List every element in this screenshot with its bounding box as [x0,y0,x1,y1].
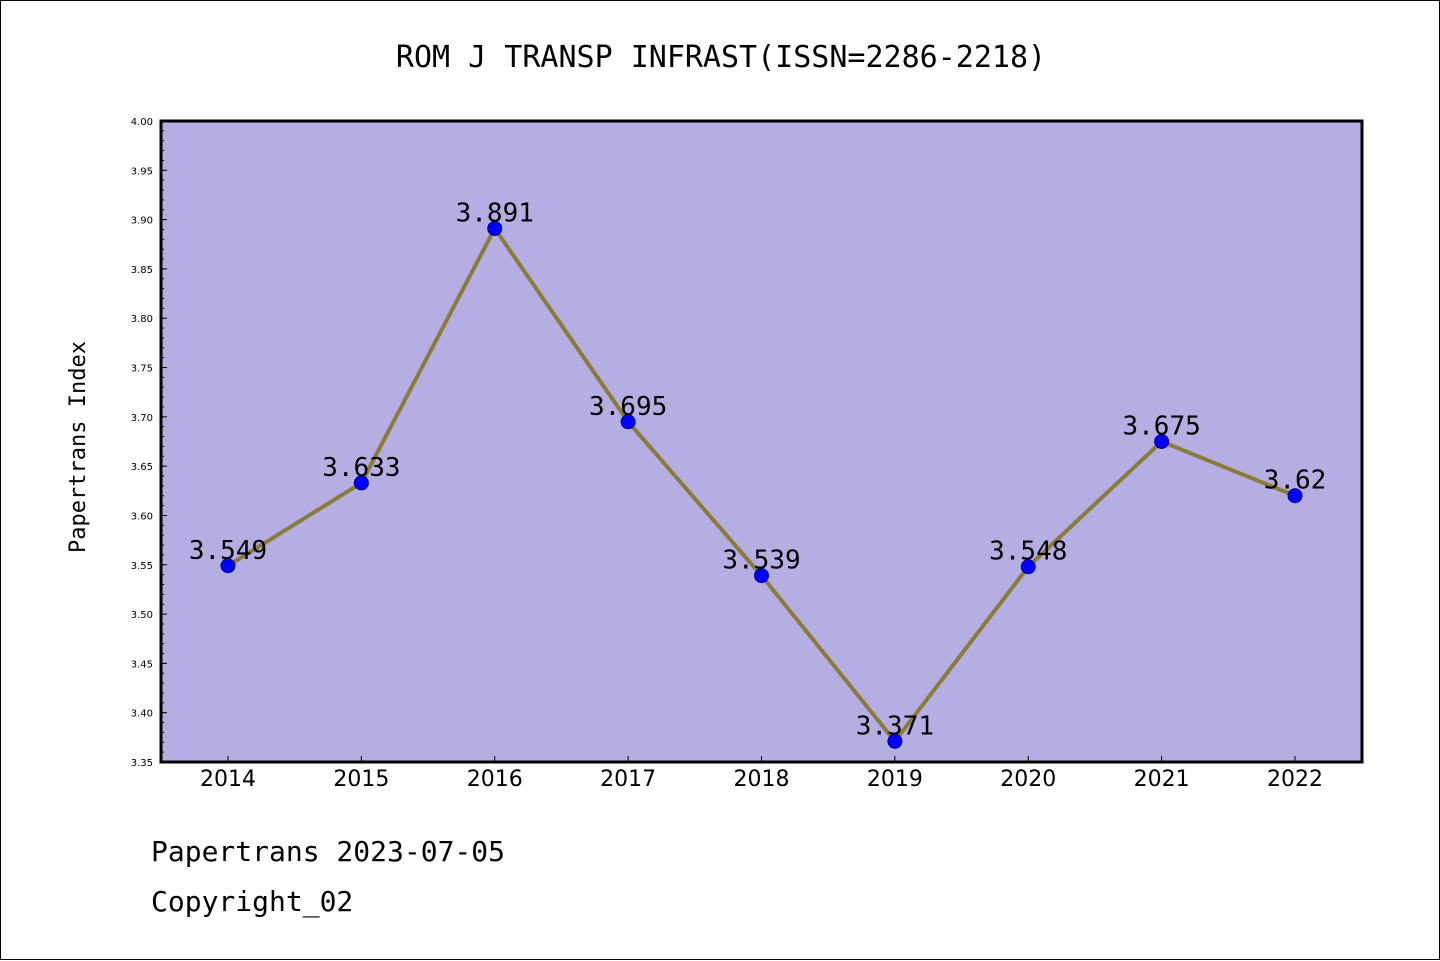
data-label: 3.695 [589,392,667,422]
x-tick-label: 2014 [200,767,256,792]
x-tick-label: 2021 [1134,767,1190,792]
data-point-marker [487,220,503,236]
data-point-marker [353,475,369,491]
y-axis-label: Papertrans Index [66,341,91,553]
data-point-marker [1020,559,1036,575]
y-tick-label: 3.45 [131,659,153,670]
y-tick-label: 3.55 [131,561,153,572]
y-tick-label: 3.90 [131,216,153,227]
x-tick-label: 2018 [734,767,790,792]
data-label: 3.891 [456,198,534,228]
y-tick-label: 3.35 [131,758,153,769]
data-point-marker [887,733,903,749]
y-axis: 3.35 3.40 3.45 3.50 3.55 3.60 3.65 3.70 3.75 3.80… [131,117,167,769]
data-label: 3.548 [989,537,1067,567]
plot-area [159,119,1364,764]
data-label-group: 3.549 3.633 3.891 3.695 3.539 3.371 3.548 3.675… [189,198,1326,741]
data-point-marker [754,568,769,584]
data-point-marker [220,558,236,574]
x-tick-label: 2022 [1267,767,1323,792]
data-point-marker [1287,488,1303,504]
series-line-group [220,220,1303,749]
footer-copyright: Copyright_02 [151,885,354,918]
chart-title: ROM J TRANSP INFRAST(ISSN=2286-2218) [396,40,1046,75]
data-label: 3.675 [1122,412,1200,442]
y-tick-label: 3.50 [131,610,153,621]
y-tick-label: 4.00 [131,117,153,128]
y-tick-label: 3.85 [131,265,153,276]
y-tick-label: 3.75 [131,364,153,375]
y-tick-label: 3.40 [131,709,153,720]
data-label: 3.539 [722,546,800,576]
x-tick-label: 2015 [333,767,389,792]
data-label: 3.549 [189,536,267,566]
x-tick-label: 2017 [600,767,656,792]
data-label: 3.633 [322,453,400,483]
x-tick-label: 2019 [867,767,923,792]
y-tick-label: 3.60 [131,511,153,522]
y-tick-label: 3.70 [131,413,153,424]
x-axis: 2014 2015 2016 2017 2018 2019 2020 2021 2022 [200,756,1323,792]
data-point-marker [620,414,636,430]
x-tick-label: 2020 [1000,767,1056,792]
y-tick-label: 3.95 [131,166,153,177]
x-tick-label: 2016 [467,767,523,792]
data-point-marker [1154,434,1170,449]
data-label: 3.371 [856,711,934,741]
footer-date: Papertrans 2023-07-05 [151,835,506,868]
data-label: 3.62 [1264,466,1327,496]
y-tick-label: 3.80 [131,314,153,325]
y-tick-label: 3.65 [131,462,153,473]
